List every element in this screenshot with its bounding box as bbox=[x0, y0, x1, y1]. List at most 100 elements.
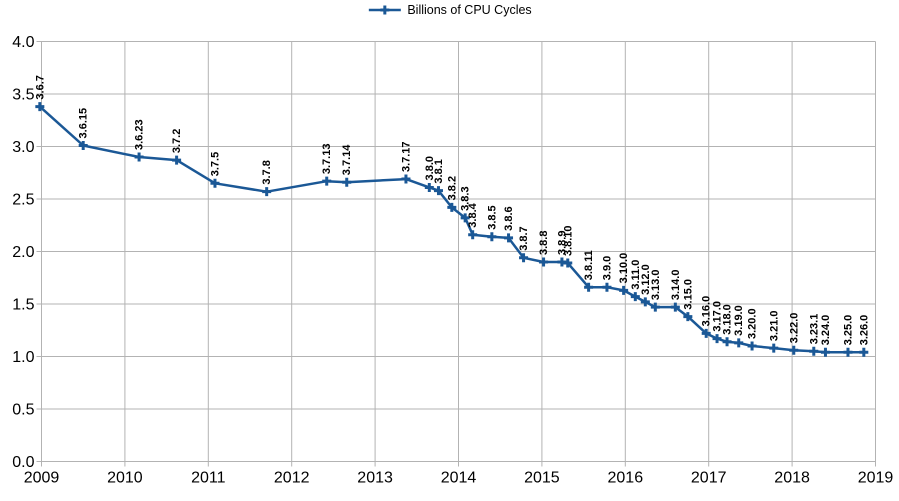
data-label: 3.8.1 bbox=[433, 159, 445, 183]
plus-marker bbox=[78, 140, 88, 150]
data-label: 3.11.0 bbox=[630, 260, 642, 290]
data-label: 3.7.13 bbox=[321, 144, 333, 175]
plus-marker bbox=[701, 328, 711, 338]
plus-marker bbox=[468, 230, 478, 240]
plus-marker bbox=[602, 282, 612, 292]
data-label: 3.24.0 bbox=[820, 315, 832, 346]
plus-marker bbox=[563, 258, 573, 268]
data-label: 3.15.0 bbox=[682, 279, 694, 310]
x-tick-label: 2012 bbox=[274, 470, 310, 487]
x-tick-label: 2011 bbox=[191, 470, 226, 487]
plus-marker bbox=[809, 346, 819, 356]
x-tick-label: 2013 bbox=[357, 470, 393, 487]
x-tick-label: 2009 bbox=[24, 470, 60, 487]
data-label: 3.8.7 bbox=[518, 226, 530, 250]
y-tick-label: 2.0 bbox=[12, 244, 34, 261]
y-tick-label: 3.0 bbox=[12, 139, 34, 156]
x-tick-label: 2018 bbox=[774, 470, 810, 487]
y-tick-label: 1.0 bbox=[12, 349, 34, 366]
data-label: 3.8.2 bbox=[446, 176, 458, 200]
data-label: 3.7.8 bbox=[261, 160, 273, 184]
plus-marker bbox=[210, 178, 220, 188]
x-tick-label: 2014 bbox=[441, 470, 477, 487]
data-label: 3.8.5 bbox=[486, 205, 498, 229]
plus-marker bbox=[539, 257, 549, 267]
plus-marker bbox=[843, 347, 853, 357]
y-tick-label: 3.5 bbox=[12, 87, 34, 104]
plus-marker bbox=[683, 312, 693, 322]
data-label: 3.19.0 bbox=[733, 305, 745, 336]
plus-marker bbox=[769, 343, 779, 353]
data-label: 3.8.0 bbox=[424, 156, 436, 180]
plus-marker bbox=[650, 302, 660, 312]
y-tick-label: 1.5 bbox=[12, 297, 34, 314]
data-label: 3.13.0 bbox=[650, 270, 662, 301]
data-label: 3.18.0 bbox=[722, 304, 734, 335]
x-tick-label: 2019 bbox=[858, 470, 894, 487]
plus-marker bbox=[487, 232, 497, 242]
data-label: 3.23.1 bbox=[808, 314, 820, 345]
data-label: 3.12.0 bbox=[640, 264, 652, 295]
data-label: 3.6.23 bbox=[134, 119, 146, 150]
data-label: 3.10.0 bbox=[618, 253, 630, 284]
y-tick-label: 0.5 bbox=[12, 402, 34, 419]
data-label: 3.8.10 bbox=[562, 225, 574, 256]
plus-marker bbox=[433, 186, 443, 196]
plus-marker bbox=[640, 297, 650, 307]
data-label: 3.8.8 bbox=[538, 231, 550, 255]
plus-marker bbox=[584, 282, 594, 292]
data-label: 3.6.15 bbox=[78, 108, 90, 139]
data-label: 3.20.0 bbox=[747, 308, 759, 339]
plus-marker bbox=[35, 102, 45, 112]
data-label: 3.7.14 bbox=[341, 144, 353, 175]
data-label: 3.8.3 bbox=[460, 186, 472, 210]
data-label: 3.7.5 bbox=[209, 152, 221, 176]
y-tick-label: 4.0 bbox=[12, 34, 34, 51]
plus-marker bbox=[859, 347, 869, 357]
data-label: 3.8.6 bbox=[503, 206, 515, 230]
plus-marker bbox=[504, 233, 514, 243]
data-label: 3.6.7 bbox=[34, 75, 46, 99]
plus-marker bbox=[172, 155, 182, 165]
plus-marker bbox=[722, 337, 732, 347]
plus-marker bbox=[447, 202, 457, 212]
x-tick-label: 2010 bbox=[107, 470, 143, 487]
x-tick-label: 2015 bbox=[524, 470, 560, 487]
data-label: 3.8.9 bbox=[556, 231, 568, 255]
plus-marker bbox=[460, 213, 470, 223]
x-tick-label: 2017 bbox=[691, 470, 727, 487]
plus-marker bbox=[630, 292, 640, 302]
plus-marker bbox=[322, 176, 332, 186]
data-label: 3.17.0 bbox=[712, 301, 724, 332]
data-label: 3.22.0 bbox=[788, 313, 800, 344]
plus-marker bbox=[424, 182, 434, 192]
data-label: 3.8.11 bbox=[583, 250, 595, 280]
plus-marker bbox=[712, 334, 722, 344]
data-label: 3.21.0 bbox=[768, 311, 780, 342]
plus-marker bbox=[401, 174, 411, 184]
plus-marker bbox=[619, 285, 629, 295]
x-tick-label: 2016 bbox=[608, 470, 644, 487]
chart-legend: Billions of CPU Cycles bbox=[367, 3, 532, 17]
data-label: 3.25.0 bbox=[842, 315, 854, 346]
y-tick-label: 2.5 bbox=[12, 192, 34, 209]
plus-marker bbox=[820, 347, 830, 357]
data-label: 3.9.0 bbox=[601, 256, 613, 280]
y-tick-label: 0.0 bbox=[12, 454, 34, 471]
data-label: 3.14.0 bbox=[670, 270, 682, 301]
plus-marker bbox=[789, 345, 799, 355]
plus-marker bbox=[262, 187, 272, 197]
data-label: 3.7.2 bbox=[171, 129, 183, 153]
data-label: 3.8.4 bbox=[467, 202, 479, 227]
plus-marker bbox=[747, 341, 757, 351]
plus-marker bbox=[519, 253, 529, 263]
data-label: 3.26.0 bbox=[858, 315, 870, 346]
plus-marker bbox=[734, 338, 744, 348]
legend-label: Billions of CPU Cycles bbox=[407, 3, 532, 17]
plus-marker bbox=[134, 152, 144, 162]
data-label: 3.16.0 bbox=[701, 296, 713, 327]
plus-marker bbox=[670, 302, 680, 312]
legend-line-marker-icon bbox=[368, 5, 401, 15]
